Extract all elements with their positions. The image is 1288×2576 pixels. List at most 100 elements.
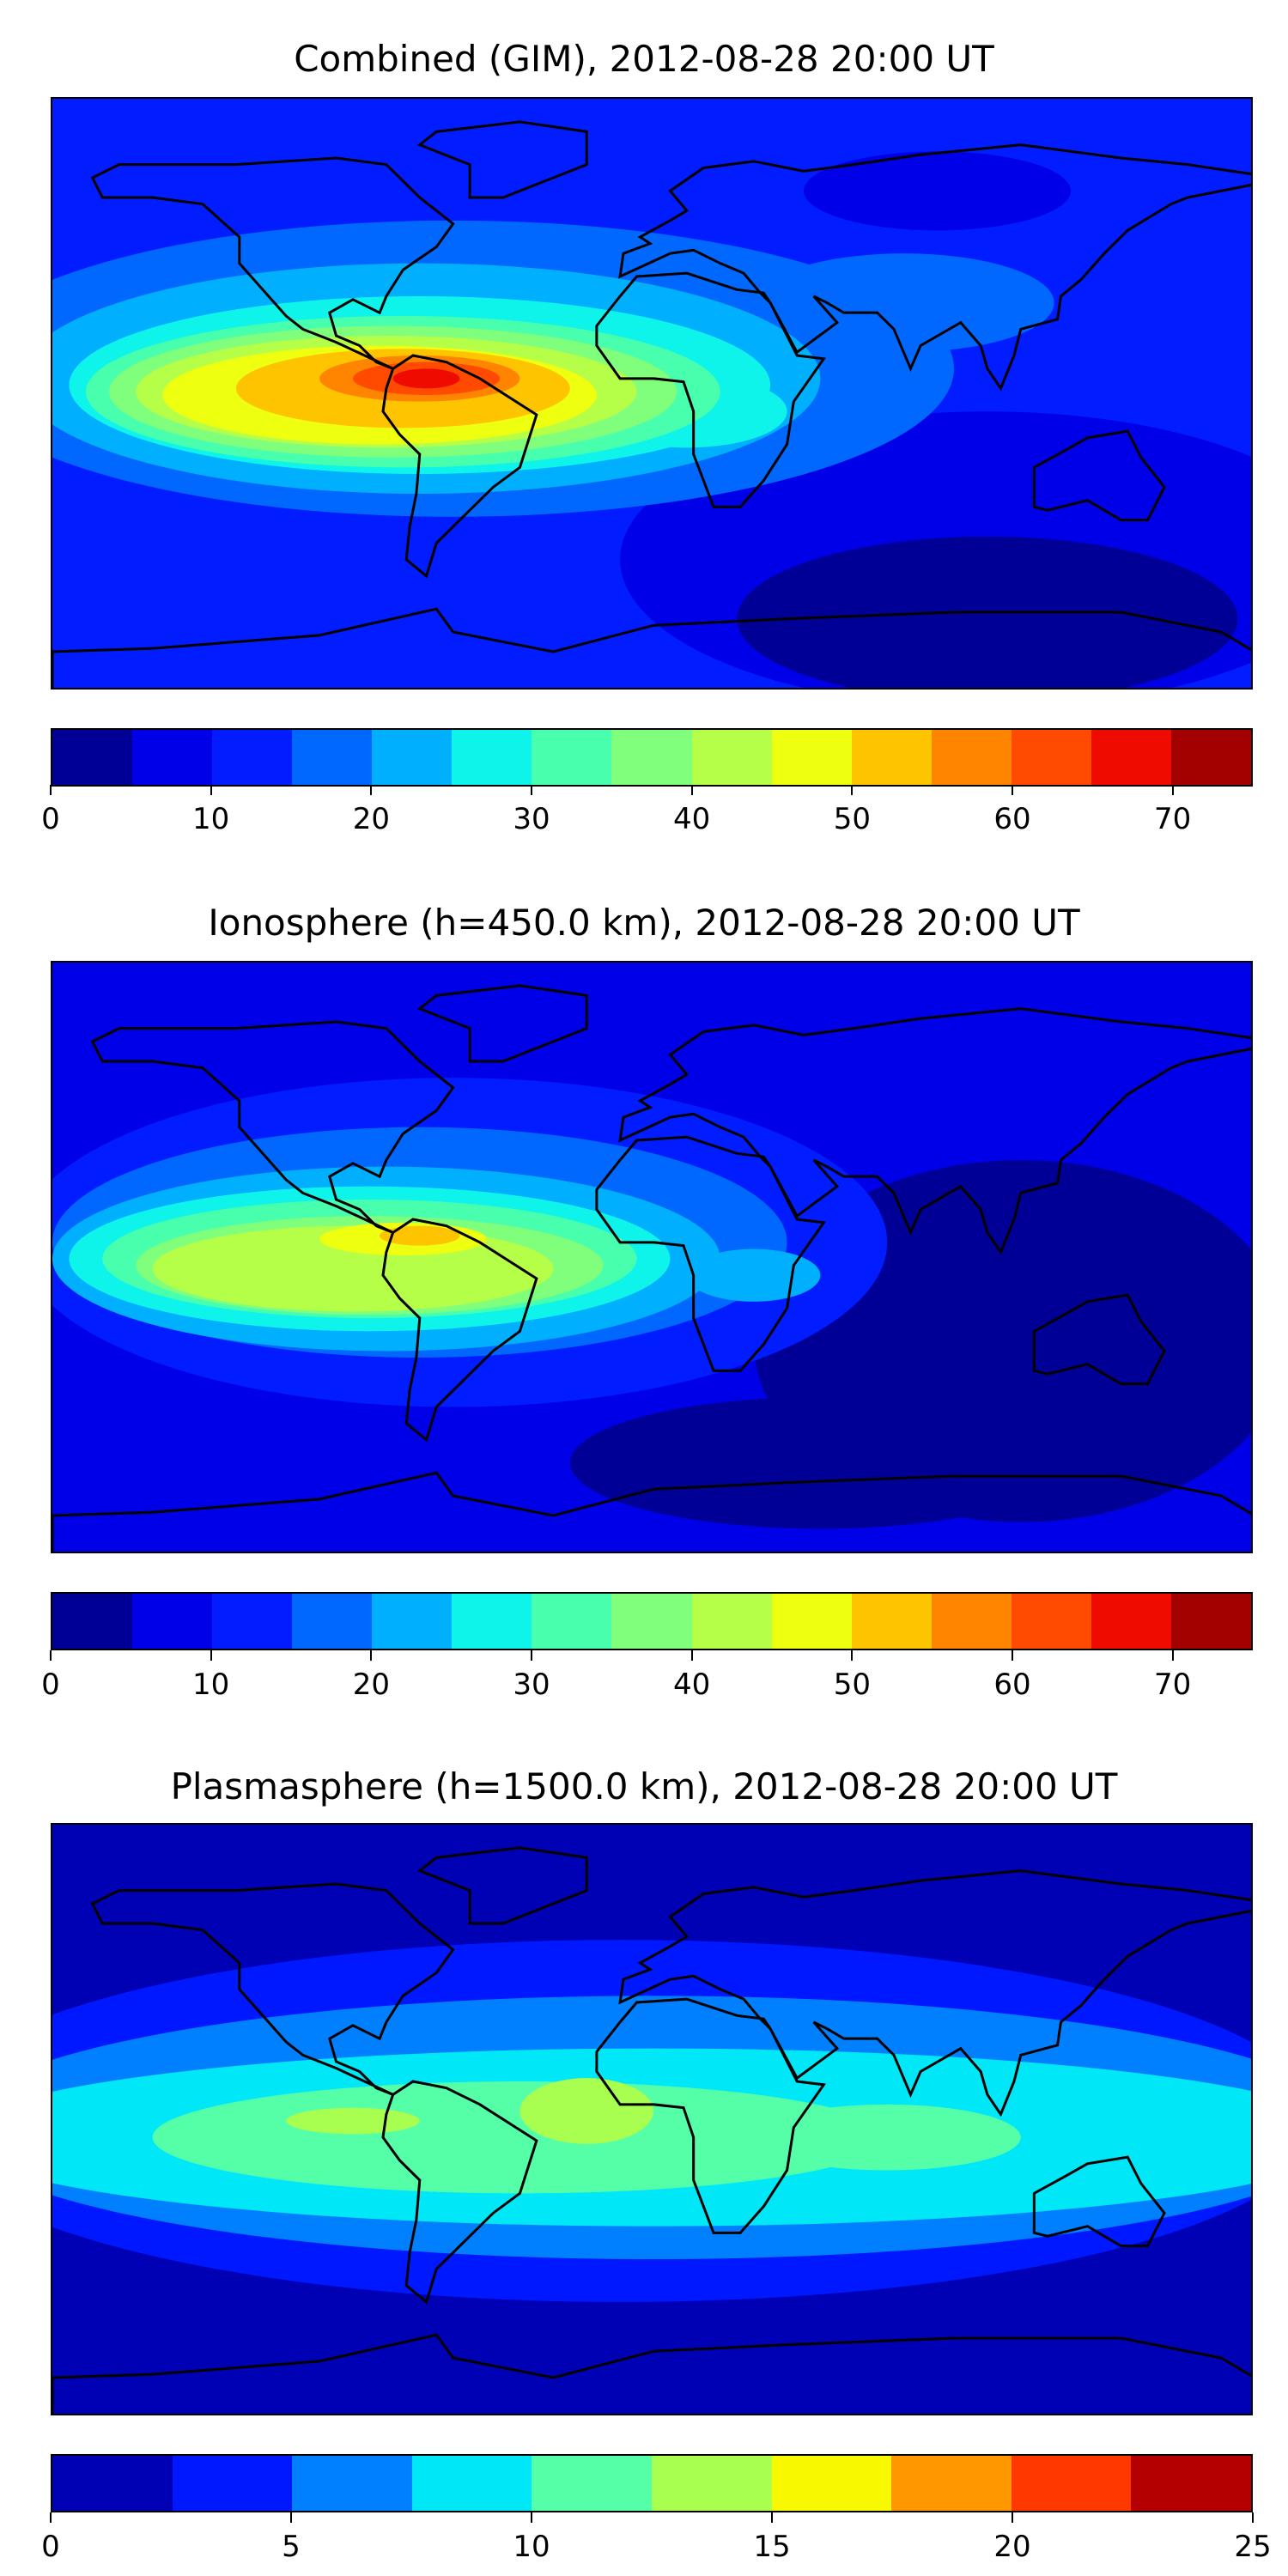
colorbar-segment	[1091, 1594, 1171, 1649]
colorbar-segment	[532, 1594, 612, 1649]
colorbar-ticks: 0 5 10 15 20 25	[0, 2512, 1288, 2573]
colorbar-tick	[370, 785, 373, 795]
colorbar	[51, 1592, 1253, 1650]
colorbar-segment	[1170, 1594, 1251, 1649]
colorbar-ticks: 0 10 20 30 40 50 60 70	[0, 1650, 1288, 1710]
colorbar-ticks: 0 10 20 30 40 50 60 70	[0, 785, 1288, 845]
colorbar	[51, 728, 1253, 787]
colorbar-tick-label: 20	[352, 802, 390, 836]
colorbar-tick	[1012, 785, 1013, 795]
colorbar-segment	[851, 1594, 932, 1649]
colorbar-tick-label: 10	[513, 2530, 550, 2564]
colorbar-tick	[1171, 1650, 1174, 1661]
colorbar-segment	[292, 730, 373, 785]
colorbar-segment	[1091, 730, 1171, 785]
colorbar-segment	[372, 1594, 453, 1649]
colorbar-tick	[50, 1650, 52, 1661]
coastline	[381, 1218, 538, 1443]
colorbar-tick-label: 15	[753, 2530, 791, 2564]
colorbar-segment	[1011, 2456, 1132, 2511]
colorbar-segment	[172, 2456, 293, 2511]
contour-region	[753, 253, 1054, 353]
colorbar	[51, 2454, 1253, 2512]
colorbar-tick-label: 40	[673, 1668, 711, 1702]
colorbar-tick-label: 10	[192, 802, 230, 836]
coastline	[90, 1020, 455, 1234]
contour-region	[519, 2078, 653, 2144]
colorbar-segment	[132, 730, 213, 785]
colorbar-segment	[372, 730, 453, 785]
colorbar-tick	[690, 1650, 693, 1661]
panel-title: Combined (GIM), 2012-08-28 20:00 UT	[294, 38, 994, 80]
colorbar-tick	[210, 785, 212, 795]
coastline	[595, 1135, 826, 1372]
colorbar-segment	[851, 730, 932, 785]
colorbar-segment	[1011, 1594, 1091, 1649]
colorbar-tick	[210, 1650, 212, 1661]
colorbar-segment	[691, 1594, 772, 1649]
contour-region	[286, 2107, 420, 2135]
panel-title: Ionosphere (h=450.0 km), 2012-08-28 20:0…	[208, 902, 1080, 944]
colorbar-segment	[212, 730, 293, 785]
contour-region	[392, 368, 460, 389]
coastline	[52, 607, 1251, 688]
coastline	[52, 2333, 1251, 2414]
colorbar-tick	[50, 785, 52, 795]
colorbar-tick-label: 5	[282, 2530, 301, 2564]
colorbar-tick-label: 70	[1154, 1668, 1192, 1702]
coastline	[1032, 429, 1166, 522]
colorbar-segment	[532, 730, 612, 785]
coastline	[52, 1471, 1251, 1552]
tec-field	[52, 1825, 1251, 2414]
colorbar-tick	[290, 2512, 292, 2523]
colorbar-segment	[52, 2456, 173, 2511]
colorbar-segment	[771, 730, 852, 785]
colorbar-segment	[651, 2456, 772, 2511]
colorbar-segment	[452, 730, 532, 785]
tec-field	[52, 99, 1251, 688]
colorbar-tick	[851, 1650, 854, 1661]
colorbar-segment	[52, 730, 133, 785]
colorbar-tick-label: 70	[1154, 802, 1192, 836]
coastline	[1032, 2155, 1166, 2248]
coastline	[1032, 1293, 1166, 1386]
colorbar-tick-label: 20	[352, 1668, 390, 1702]
colorbar-segment	[611, 1594, 692, 1649]
coastline	[90, 1882, 455, 2096]
contour-region	[686, 1249, 821, 1302]
colorbar-tick-label: 50	[833, 802, 871, 836]
colorbar-tick	[531, 1650, 532, 1661]
colorbar-tick	[1171, 785, 1174, 795]
colorbar-tick-label: 0	[41, 1668, 60, 1702]
contour-region	[380, 1225, 460, 1246]
colorbar-tick	[370, 1650, 373, 1661]
colorbar-tick	[50, 2512, 52, 2523]
colorbar-segment	[931, 1594, 1012, 1649]
colorbar-tick-label: 0	[41, 802, 60, 836]
colorbar-segment	[771, 2456, 892, 2511]
colorbar-tick-label: 30	[513, 1668, 550, 1702]
colorbar-segment	[532, 2456, 652, 2511]
colorbar-segment	[212, 1594, 293, 1649]
tec-map	[51, 961, 1253, 1553]
colorbar-segment	[52, 1594, 133, 1649]
tec-field	[52, 963, 1251, 1552]
colorbar-tick	[1012, 1650, 1013, 1661]
colorbar-tick-label: 50	[833, 1668, 871, 1702]
colorbar-tick	[851, 785, 854, 795]
colorbar-segment	[691, 730, 772, 785]
contour-region	[804, 151, 1072, 231]
coastline	[618, 143, 1251, 392]
colorbar-tick-label: 40	[673, 802, 711, 836]
colorbar-segment	[611, 730, 692, 785]
colorbar-tick	[771, 2512, 773, 2523]
colorbar-segment	[1131, 2456, 1251, 2511]
coastline	[595, 271, 826, 508]
coastline	[595, 1997, 826, 2234]
colorbar-segment	[452, 1594, 532, 1649]
colorbar-tick-label: 30	[513, 802, 550, 836]
colorbar-tick-label: 20	[993, 2530, 1031, 2564]
contour-region	[569, 1397, 1072, 1529]
colorbar-segment	[931, 730, 1012, 785]
colorbar-segment	[292, 1594, 373, 1649]
